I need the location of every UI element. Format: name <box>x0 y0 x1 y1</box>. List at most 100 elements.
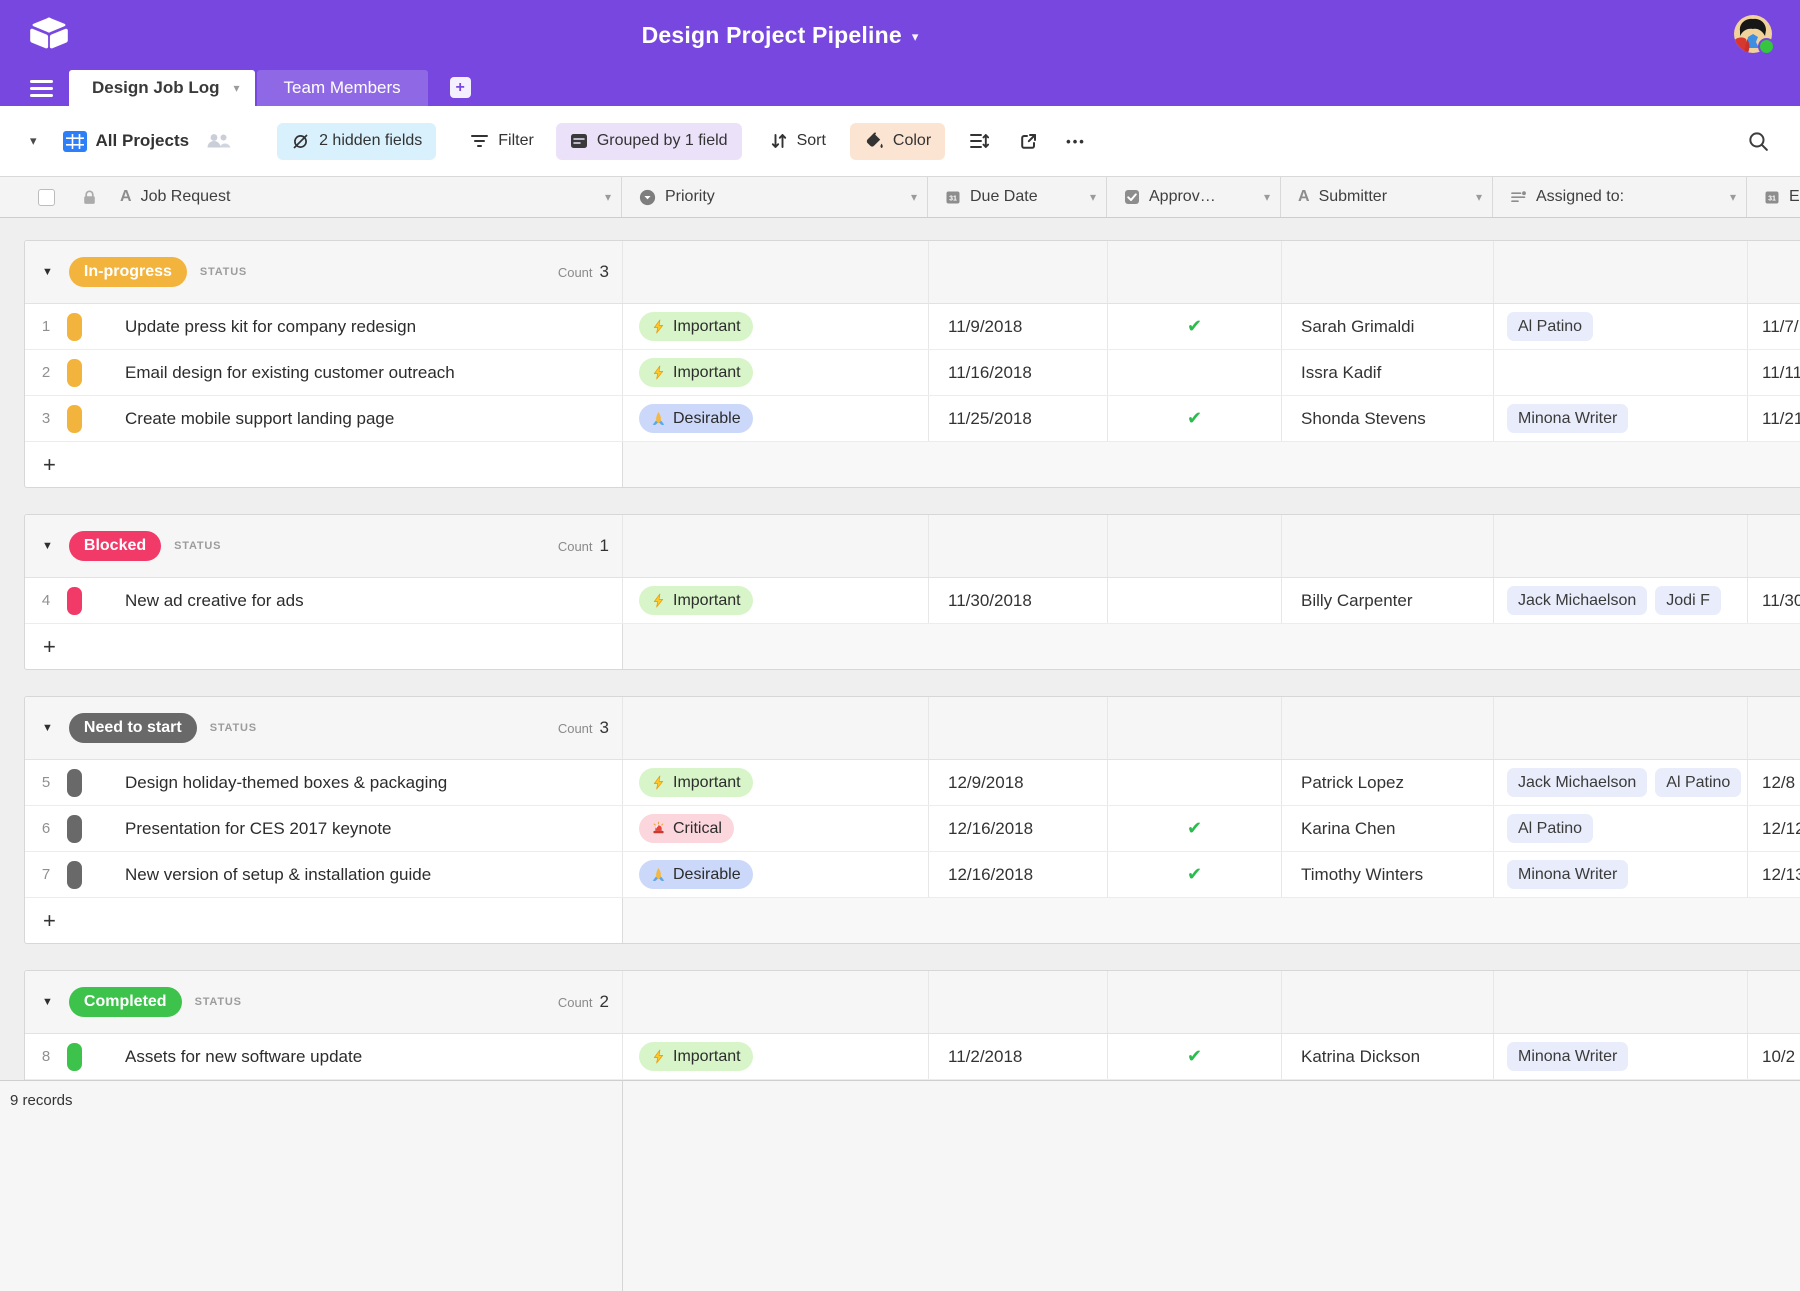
group-button[interactable]: Grouped by 1 field <box>556 123 742 160</box>
cell-job-request[interactable]: 2Email design for existing customer outr… <box>25 350 623 395</box>
user-avatar[interactable] <box>1734 15 1772 53</box>
cell-end-date[interactable]: 12/12 <box>1748 806 1800 851</box>
column-caret-icon[interactable]: ▾ <box>911 190 917 204</box>
cell-due-date[interactable]: 11/9/2018 <box>929 304 1108 349</box>
column-label: Submitter <box>1319 188 1387 206</box>
base-title-menu[interactable]: Design Project Pipeline ▾ <box>0 0 1560 70</box>
cell-submitter[interactable]: Sarah Grimaldi <box>1282 304 1494 349</box>
cell-priority[interactable]: Critical <box>623 806 929 851</box>
cell-approved[interactable]: ✔ <box>1108 852 1282 897</box>
column-caret-icon[interactable]: ▾ <box>1730 190 1736 204</box>
add-table-button[interactable]: + <box>450 77 471 98</box>
cell-submitter[interactable]: Katrina Dickson <box>1282 1034 1494 1079</box>
lock-icon[interactable] <box>83 190 96 205</box>
cell-job-request[interactable]: 3Create mobile support landing page <box>25 396 623 441</box>
search-button[interactable] <box>1747 130 1770 153</box>
column-caret-icon[interactable]: ▾ <box>1264 190 1270 204</box>
cell-end-date[interactable]: 11/11 <box>1748 350 1800 395</box>
sort-button[interactable]: Sort <box>770 132 826 150</box>
cell-approved[interactable]: ✔ <box>1108 304 1282 349</box>
cell-priority[interactable]: Important <box>623 350 929 395</box>
cell-job-request[interactable]: 6Presentation for CES 2017 keynote <box>25 806 623 851</box>
hidden-fields-button[interactable]: 2 hidden fields <box>277 123 436 160</box>
cell-submitter[interactable]: Issra Kadif <box>1282 350 1494 395</box>
cell-assigned-to[interactable]: Al Patino <box>1494 304 1748 349</box>
cell-due-date[interactable]: 12/9/2018 <box>929 760 1108 805</box>
cell-submitter[interactable]: Patrick Lopez <box>1282 760 1494 805</box>
hamburger-menu-icon[interactable] <box>30 80 53 97</box>
cell-job-request[interactable]: 8Assets for new software update <box>25 1034 623 1079</box>
cell-due-date[interactable]: 12/16/2018 <box>929 852 1108 897</box>
cell-priority[interactable]: Important <box>623 304 929 349</box>
cell-end-date[interactable]: 11/7/ <box>1748 304 1800 349</box>
column-caret-icon[interactable]: ▾ <box>1476 190 1482 204</box>
cell-priority[interactable]: Desirable <box>623 396 929 441</box>
select-all-checkbox[interactable] <box>38 189 55 206</box>
collapse-group-button[interactable]: ▼ <box>42 722 53 734</box>
row-number: 4 <box>25 592 67 609</box>
column-header-priority[interactable]: Priority ▾ <box>622 177 928 217</box>
filter-button[interactable]: Filter <box>470 132 534 150</box>
cell-priority[interactable]: Desirable <box>623 852 929 897</box>
column-caret-icon[interactable]: ▾ <box>605 190 611 204</box>
cell-approved[interactable]: ✔ <box>1108 806 1282 851</box>
cell-approved[interactable]: ✔ <box>1108 1034 1282 1079</box>
cell-assigned-to[interactable]: Minona Writer <box>1494 1034 1748 1079</box>
column-caret-icon[interactable]: ▾ <box>1090 190 1096 204</box>
cell-due-date[interactable]: 12/16/2018 <box>929 806 1108 851</box>
row-height-button[interactable] <box>969 132 989 150</box>
cell-priority[interactable]: Important <box>623 578 929 623</box>
group-header-cell <box>1748 697 1800 759</box>
collapse-group-button[interactable]: ▼ <box>42 996 53 1008</box>
cell-approved[interactable] <box>1108 350 1282 395</box>
cell-submitter[interactable]: Timothy Winters <box>1282 852 1494 897</box>
add-record-button[interactable]: + <box>25 624 623 669</box>
column-header-assigned-to[interactable]: Assigned to: ▾ <box>1493 177 1747 217</box>
cell-assigned-to[interactable]: Al Patino <box>1494 806 1748 851</box>
share-view-button[interactable] <box>1019 132 1038 151</box>
cell-approved[interactable]: ✔ <box>1108 396 1282 441</box>
cell-submitter[interactable]: Billy Carpenter <box>1282 578 1494 623</box>
column-header-due-date[interactable]: 31 Due Date ▾ <box>928 177 1107 217</box>
collapse-group-button[interactable]: ▼ <box>42 266 53 278</box>
cell-job-request[interactable]: 5Design holiday-themed boxes & packaging <box>25 760 623 805</box>
collapse-sidebar-caret-icon[interactable]: ▾ <box>30 133 37 149</box>
tab-team-members[interactable]: Team Members <box>257 70 428 106</box>
cell-end-date[interactable]: 11/30 <box>1748 578 1800 623</box>
cell-due-date[interactable]: 11/30/2018 <box>929 578 1108 623</box>
cell-assigned-to[interactable]: Jack MichaelsonAl Patino <box>1494 760 1748 805</box>
color-button[interactable]: Color <box>850 123 945 160</box>
cell-end-date[interactable]: 12/8 <box>1748 760 1800 805</box>
cell-end-date[interactable]: 11/21 <box>1748 396 1800 441</box>
cell-approved[interactable] <box>1108 578 1282 623</box>
add-record-button[interactable]: + <box>25 898 623 943</box>
cell-priority[interactable]: Important <box>623 1034 929 1079</box>
cell-job-request[interactable]: 4New ad creative for ads <box>25 578 623 623</box>
cell-end-date[interactable]: 12/13 <box>1748 852 1800 897</box>
cell-priority[interactable]: Important <box>623 760 929 805</box>
column-header-job-request[interactable]: A Job Request ▾ <box>0 177 622 217</box>
cell-approved[interactable] <box>1108 760 1282 805</box>
cell-due-date[interactable]: 11/25/2018 <box>929 396 1108 441</box>
more-options-button[interactable]: ••• <box>1066 134 1086 149</box>
column-header-approved[interactable]: Approv… ▾ <box>1107 177 1281 217</box>
cell-due-date[interactable]: 11/16/2018 <box>929 350 1108 395</box>
view-switcher[interactable]: All Projects <box>63 131 232 152</box>
cell-job-request[interactable]: 7New version of setup & installation gui… <box>25 852 623 897</box>
column-header-end-date[interactable]: 31 E <box>1747 177 1800 217</box>
cell-assigned-to[interactable]: Minona Writer <box>1494 396 1748 441</box>
cell-due-date[interactable]: 11/2/2018 <box>929 1034 1108 1079</box>
cell-job-request[interactable]: 1Update press kit for company redesign <box>25 304 623 349</box>
cell-end-date[interactable]: 10/2 <box>1748 1034 1800 1079</box>
add-record-button[interactable]: + <box>25 442 623 487</box>
cell-submitter[interactable]: Karina Chen <box>1282 806 1494 851</box>
cell-assigned-to[interactable]: Jack MichaelsonJodi F <box>1494 578 1748 623</box>
cell-assigned-to[interactable]: Minona Writer <box>1494 852 1748 897</box>
column-header-submitter[interactable]: A Submitter ▾ <box>1281 177 1493 217</box>
cell-submitter[interactable]: Shonda Stevens <box>1282 396 1494 441</box>
cell-assigned-to[interactable] <box>1494 350 1748 395</box>
group-header-cell <box>1282 241 1494 303</box>
collapse-group-button[interactable]: ▼ <box>42 540 53 552</box>
tab-design-job-log[interactable]: Design Job Log ▾ <box>69 70 255 106</box>
row-number: 7 <box>25 866 67 883</box>
